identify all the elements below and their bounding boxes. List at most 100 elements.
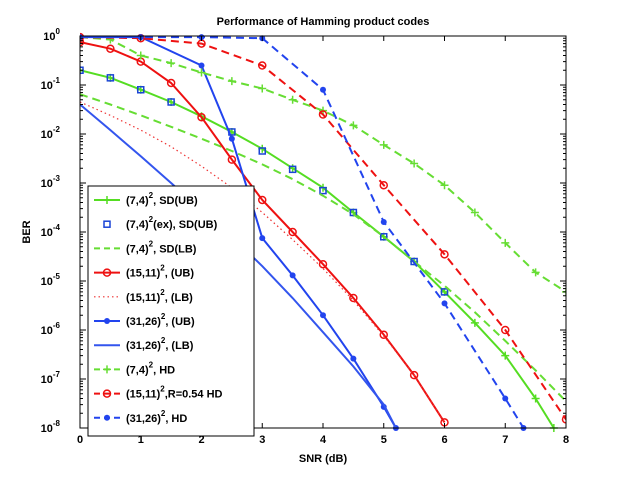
data-point bbox=[561, 415, 566, 424]
y-tick-exponent: -6 bbox=[53, 321, 61, 330]
data-point bbox=[531, 268, 540, 277]
data-point bbox=[440, 288, 449, 296]
x-tick-label: 3 bbox=[259, 434, 265, 446]
data-point bbox=[501, 238, 510, 247]
legend-label: (7,4)2, HD bbox=[126, 360, 175, 376]
legend-label: (31,26)2, (UB) bbox=[126, 312, 195, 328]
data-point bbox=[349, 293, 358, 303]
series-4 bbox=[80, 37, 449, 427]
data-point bbox=[410, 257, 418, 266]
data-point bbox=[166, 78, 176, 88]
legend-item: (15,11)2,R=0.54 HD bbox=[94, 385, 223, 401]
data-point bbox=[319, 186, 327, 195]
series-9 bbox=[80, 32, 566, 424]
legend-item: (31,26)2, HD bbox=[94, 409, 187, 425]
legend: (7,4)2, SD(UB) (7,4)2(ex), SD(UB) (7,4)2, … bbox=[87, 185, 255, 437]
legend-label: (7,4)2, SD(UB) bbox=[126, 191, 198, 207]
y-tick-label: 10-1 bbox=[41, 76, 61, 92]
legend-label: (31,26)2, (LB) bbox=[126, 336, 194, 352]
series-line bbox=[80, 93, 566, 403]
x-tick-label: 6 bbox=[441, 434, 447, 446]
data-point bbox=[380, 218, 387, 225]
data-point bbox=[501, 351, 510, 360]
y-tick-label: 10-6 bbox=[41, 321, 61, 337]
data-point bbox=[136, 51, 145, 60]
legend-label: (7,4)2, SD(LB) bbox=[126, 239, 197, 255]
data-point bbox=[379, 180, 388, 190]
data-point bbox=[106, 44, 115, 53]
y-tick-label: 10-5 bbox=[41, 272, 61, 288]
legend-item: (15,11)2, (UB) bbox=[94, 264, 194, 280]
data-point bbox=[470, 318, 479, 327]
data-point bbox=[228, 135, 235, 142]
data-point bbox=[103, 365, 111, 374]
legend-label: (15,11)2, (UB) bbox=[126, 264, 194, 280]
y-tick-exponent: 0 bbox=[56, 27, 61, 36]
legend-item: (7,4)2, SD(UB) bbox=[94, 191, 198, 207]
legend-item: (15,11)2, (LB) bbox=[94, 288, 193, 304]
x-tick-label: 2 bbox=[198, 434, 204, 446]
series-line bbox=[80, 36, 397, 429]
data-point bbox=[380, 232, 388, 241]
plot-series bbox=[80, 32, 566, 432]
series-line bbox=[80, 101, 446, 423]
y-tick-label: 10-2 bbox=[41, 125, 61, 141]
data-point bbox=[289, 272, 296, 279]
data-point bbox=[288, 165, 297, 174]
y-tick-exponent: -5 bbox=[53, 272, 61, 281]
x-tick-label: 7 bbox=[502, 434, 508, 446]
data-point bbox=[259, 235, 266, 242]
data-point bbox=[531, 394, 540, 403]
y-tick-exponent: -3 bbox=[53, 174, 61, 183]
data-point bbox=[258, 84, 267, 93]
y-tick-exponent: -4 bbox=[53, 223, 61, 232]
data-point bbox=[137, 85, 145, 94]
data-point bbox=[320, 86, 326, 93]
legend-label: (15,11)2, (LB) bbox=[126, 288, 193, 304]
series-line bbox=[80, 36, 566, 420]
y-tick-label: 10-8 bbox=[41, 419, 61, 435]
x-tick-label: 8 bbox=[563, 434, 569, 446]
data-point bbox=[409, 370, 419, 380]
data-point bbox=[501, 325, 510, 335]
data-point bbox=[258, 61, 267, 70]
x-tick-label: 5 bbox=[381, 434, 387, 446]
data-point bbox=[167, 98, 175, 106]
y-tick-label: 10-3 bbox=[41, 174, 61, 190]
data-point bbox=[198, 62, 205, 69]
data-point bbox=[440, 181, 449, 190]
x-axis: 0 1 2 3 4 5 6 7 8 bbox=[77, 36, 569, 446]
x-tick-label: 1 bbox=[138, 434, 144, 446]
legend-label: (31,26)2, HD bbox=[126, 409, 187, 425]
data-point bbox=[258, 147, 266, 155]
data-point bbox=[318, 259, 328, 269]
y-tick-exponent: -1 bbox=[53, 76, 61, 85]
data-point bbox=[197, 68, 206, 77]
data-point bbox=[80, 37, 85, 47]
y-tick-label: 10-7 bbox=[41, 370, 61, 386]
data-point bbox=[288, 227, 297, 237]
y-axis-label: BER bbox=[21, 220, 33, 243]
data-point bbox=[288, 95, 297, 104]
legend-item: (7,4)2(ex), SD(UB) bbox=[103, 215, 218, 231]
y-tick-exponent: -7 bbox=[53, 370, 61, 379]
data-point bbox=[167, 59, 176, 68]
x-tick-label: 0 bbox=[77, 434, 83, 446]
legend-label: (15,11)2,R=0.54 HD bbox=[126, 385, 223, 401]
data-point bbox=[379, 140, 388, 149]
data-point bbox=[258, 195, 267, 205]
chart-title: Performance of Hamming product codes bbox=[217, 16, 430, 28]
x-axis-label: SNR (dB) bbox=[299, 453, 348, 465]
data-point bbox=[227, 77, 236, 86]
legend-item: (31,26)2, (LB) bbox=[94, 336, 194, 352]
data-point bbox=[502, 395, 509, 402]
series-line bbox=[80, 36, 566, 293]
y-tick-label: 100 bbox=[43, 27, 60, 43]
legend-item: (31,26)2, (UB) bbox=[94, 312, 195, 328]
legend-item: (7,4)2, SD(LB) bbox=[94, 239, 197, 255]
data-point bbox=[104, 414, 110, 421]
data-point bbox=[441, 300, 448, 307]
data-point bbox=[103, 196, 111, 204]
data-point bbox=[104, 318, 110, 324]
